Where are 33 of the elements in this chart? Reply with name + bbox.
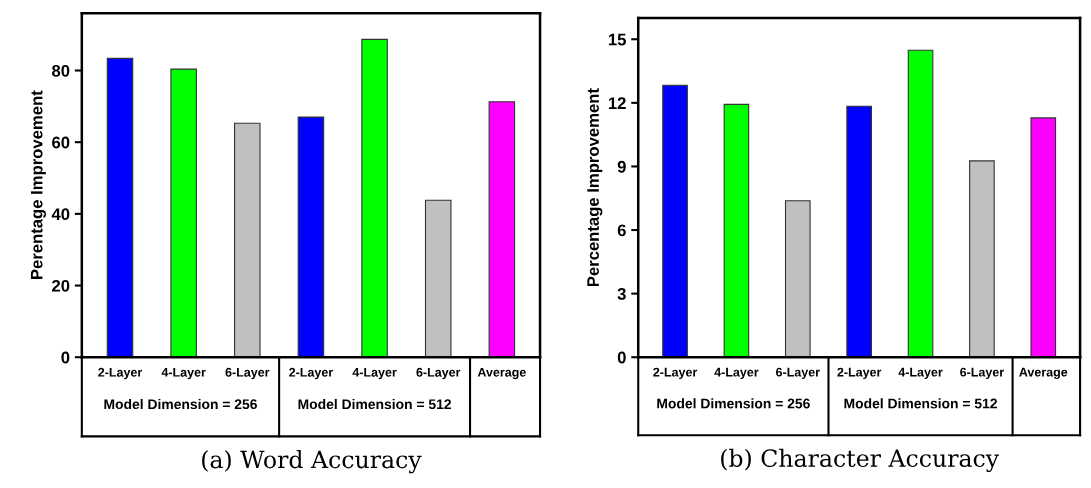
y-tick-label: 9: [617, 160, 626, 173]
x-tick-label: 4-Layer: [898, 367, 943, 380]
x-tick-label: 2-Layer: [98, 367, 143, 380]
y-tick-label: 12: [608, 97, 626, 109]
x-tick-label: 2-Layer: [653, 367, 698, 380]
x-tick-label: 4-Layer: [714, 367, 759, 380]
x-tick-label: 6-Layer: [776, 367, 820, 380]
y-tick-label: 0: [61, 351, 70, 364]
text: (a) Word Accuracy: [202, 450, 422, 474]
x-tick-label: Average: [1019, 367, 1068, 380]
x-tick-label: 6-Layer: [960, 367, 1004, 380]
x-tick-label: 2-Layer: [837, 367, 882, 380]
text: Model Dimension = 256: [657, 398, 810, 409]
text: Model Dimension = 512: [298, 398, 452, 410]
y-tick-label: 40: [51, 208, 70, 221]
y-axis-title: Percentage Improvement: [587, 88, 603, 287]
y-tick-label: 15: [608, 33, 626, 46]
y-tick-label: 3: [617, 288, 626, 300]
x-tick-label: 4-Layer: [161, 368, 206, 380]
text: Model Dimension = 256: [104, 398, 257, 410]
x-tick-label: 6-Layer: [225, 367, 270, 380]
y-tick-label: 20: [52, 279, 70, 292]
x-tick-label: 4-Layer: [352, 368, 397, 380]
text: Model Dimension = 512: [844, 398, 997, 409]
text: (b) Character Accuracy: [721, 448, 1000, 472]
x-tick-label: 6-Layer: [416, 367, 461, 380]
x-tick-label: 2-Layer: [289, 367, 333, 380]
y-tick-label: 6: [617, 224, 626, 237]
y-tick-label: 0: [617, 351, 626, 364]
y-axis-title: Perentage Improvement: [30, 90, 46, 280]
x-tick-label: Average: [477, 367, 526, 380]
y-tick-label: 80: [52, 64, 70, 77]
y-tick-label: 60: [52, 136, 70, 149]
